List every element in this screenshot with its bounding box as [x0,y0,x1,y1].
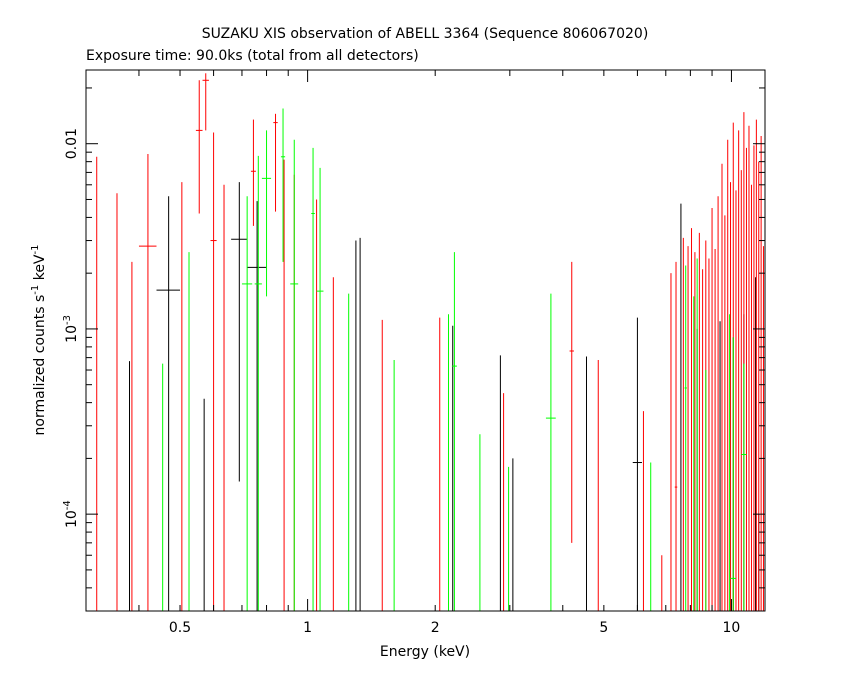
data-point [202,73,209,131]
x-tick-label: 1 [303,620,312,636]
data-point [545,293,556,611]
data-point [730,337,736,611]
series-1 [96,73,764,611]
y-axis-title-sup1: -1 [30,285,41,295]
data-point [280,108,286,262]
y-tick-label-exp: -3 [62,315,73,325]
y-tick-label: 0.01 [64,128,80,159]
chart-subtitle: Exposure time: 90.0ks (total from all de… [86,48,419,64]
y-tick-label-base: 10 [64,325,80,343]
data-point [684,265,687,611]
data-point [273,113,278,212]
data-point [632,317,642,611]
y-tick-label: 10-4 [62,500,80,528]
data-point [241,196,253,611]
plot-frame [85,69,766,612]
data-point [311,147,315,611]
data-point [290,139,299,611]
x-tick-label: 5 [599,620,608,636]
x-axis-title: Energy (keV) [380,644,470,660]
y-axis-title: normalized counts s-1 keV-1 [30,245,48,436]
y-tick-label-base: 10 [64,510,80,528]
data-point [451,252,457,611]
data-point [210,132,217,611]
data-point [138,153,157,611]
data-point [261,130,272,297]
data-point [316,167,324,611]
y-axis-title-sup2: -1 [30,245,41,255]
data-layer [96,73,764,611]
x-tick-label: 2 [431,620,440,636]
series-2 [162,108,747,611]
x-tick-label: 0.5 [169,620,191,636]
data-point [674,261,678,611]
data-point [247,201,267,611]
y-axis-title-mid: keV [32,254,48,285]
y-tick-label-exp: -4 [62,500,73,510]
chart-title: SUZAKU XIS observation of ABELL 3364 (Se… [202,26,649,42]
x-tick-label: 10 [723,620,741,636]
data-point [156,196,181,611]
data-point [741,363,747,611]
data-point [250,119,256,226]
y-tick-label: 10-3 [62,315,80,343]
data-point [231,182,248,482]
data-point [254,155,262,611]
y-axis-title-base: normalized counts s [32,295,48,436]
data-point [195,80,203,214]
data-point [569,261,574,543]
